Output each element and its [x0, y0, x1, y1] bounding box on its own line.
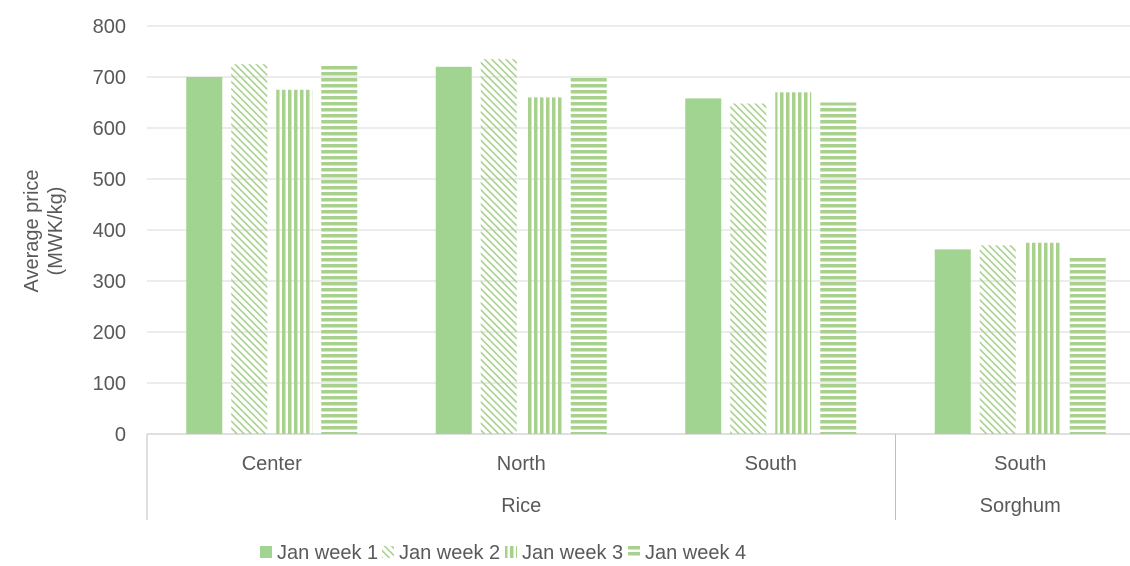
- bar: [685, 98, 722, 435]
- bar: [934, 249, 971, 434]
- y-tick-label: 300: [93, 271, 126, 293]
- y-axis-tick-labels: 0 100 200 300 400 500 600 700 800: [93, 16, 126, 446]
- y-tick-label: 100: [93, 373, 126, 395]
- legend-swatch: [628, 546, 640, 558]
- x-group-label: Rice: [501, 495, 541, 517]
- bar: [480, 59, 517, 435]
- y-tick-label: 0: [115, 424, 126, 446]
- bar: [775, 92, 812, 435]
- x-axis: Center North South South Rice Sorghum: [146, 433, 1130, 520]
- bar: [730, 103, 767, 435]
- y-tick-label: 800: [93, 16, 126, 38]
- bar: [820, 102, 857, 434]
- grid-lines: [147, 25, 1130, 384]
- legend-item: Jan week 2: [382, 542, 500, 564]
- y-axis-label-line1: Average price: [21, 169, 43, 292]
- y-tick-label: 600: [93, 118, 126, 140]
- y-tick-label: 700: [93, 67, 126, 89]
- x-category-label: Center: [242, 453, 302, 475]
- bar: [1069, 255, 1106, 434]
- bar: [525, 97, 562, 435]
- legend-label: Jan week 4: [645, 542, 746, 564]
- legend-label: Jan week 3: [522, 542, 623, 564]
- legend-swatch: [260, 546, 272, 558]
- legend-swatch: [382, 546, 394, 558]
- legend-item: Jan week 1: [260, 542, 378, 564]
- y-tick-label: 200: [93, 322, 126, 344]
- bar: [435, 66, 472, 435]
- bar: [979, 245, 1016, 434]
- legend-item: Jan week 3: [505, 542, 623, 564]
- bars: [186, 59, 1106, 435]
- x-category-label: North: [497, 453, 546, 475]
- y-tick-label: 500: [93, 169, 126, 191]
- x-category-label: South: [994, 453, 1046, 475]
- bar: [186, 77, 223, 434]
- bar: [1024, 242, 1061, 434]
- bar: [231, 64, 268, 434]
- legend-item: Jan week 4: [628, 542, 746, 564]
- x-category-label: South: [745, 453, 797, 475]
- legend-label: Jan week 2: [399, 542, 500, 564]
- legend: Jan week 1 Jan week 2 Jan week 3 Jan week 4: [260, 542, 746, 564]
- bar: [276, 89, 313, 434]
- y-tick-label: 400: [93, 220, 126, 242]
- y-axis-label-line2: (MWK/kg): [45, 187, 67, 276]
- x-group-label: Sorghum: [980, 495, 1061, 517]
- legend-label: Jan week 1: [277, 542, 378, 564]
- bar: [321, 64, 358, 434]
- bar: [570, 77, 607, 434]
- legend-swatch: [505, 546, 517, 558]
